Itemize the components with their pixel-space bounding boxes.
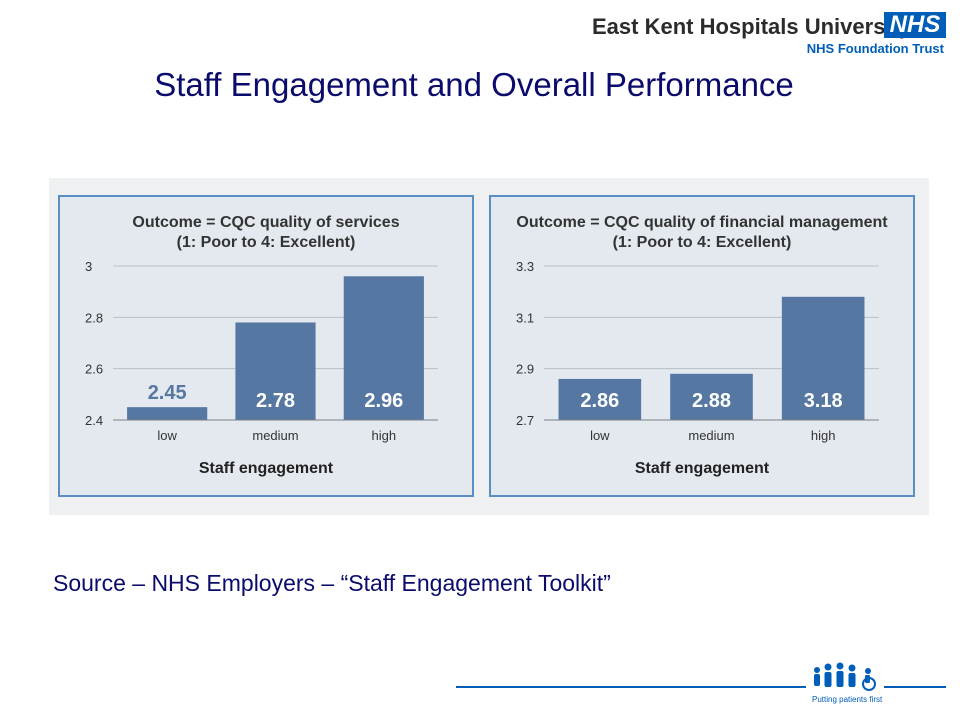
bar-medium — [670, 373, 753, 420]
chart-title: Outcome = CQC quality of financial manag… — [516, 214, 888, 231]
people-group-icon — [814, 662, 876, 691]
bar-high — [781, 296, 865, 420]
y-tick-label: 2.7 — [516, 413, 534, 428]
y-tick-label: 2.9 — [516, 362, 534, 377]
x-axis-title: Staff engagement — [199, 460, 334, 477]
data-label: 3.18 — [804, 390, 843, 412]
y-tick-label: 3.3 — [516, 259, 534, 274]
bar-high — [343, 276, 424, 420]
data-label: 2.96 — [364, 390, 403, 412]
footer-tagline: Putting patients first — [812, 695, 883, 704]
putting-patients-first-logo: Putting patients first — [812, 662, 883, 704]
x-tick-label: medium — [688, 428, 734, 443]
footer-rule-left — [456, 686, 806, 688]
chart-image-frame: Outcome = CQC quality of services (1: Poo… — [49, 178, 929, 515]
x-tick-label: medium — [252, 428, 298, 443]
source-citation: Source – NHS Employers – “Staff Engageme… — [53, 570, 611, 596]
x-tick-label: high — [811, 428, 836, 443]
data-label: 2.88 — [692, 390, 731, 412]
y-tick-label: 2.6 — [85, 362, 103, 377]
nhs-logo-badge: NHS — [884, 12, 946, 38]
bar-medium — [235, 322, 316, 420]
x-tick-label: low — [590, 428, 610, 443]
x-tick-label: low — [157, 428, 177, 443]
bar-low — [127, 407, 208, 420]
x-axis-title: Staff engagement — [635, 460, 770, 477]
org-name: East Kent Hospitals University — [592, 14, 912, 39]
data-label: 2.86 — [580, 390, 619, 412]
slide-title: Staff Engagement and Overall Performance — [154, 66, 794, 103]
chart-panel-financial: Outcome = CQC quality of financial manag… — [489, 195, 915, 497]
y-tick-label: 3.1 — [516, 310, 534, 325]
chart-subtitle: (1: Poor to 4: Excellent) — [177, 234, 356, 251]
data-label: 2.78 — [256, 390, 295, 412]
chart-panel-services: Outcome = CQC quality of services (1: Poo… — [58, 195, 474, 497]
chart-subtitle: (1: Poor to 4: Excellent) — [613, 234, 792, 251]
org-subtitle: NHS Foundation Trust — [806, 41, 944, 56]
chart-title: Outcome = CQC quality of services — [132, 214, 399, 231]
y-tick-label: 2.8 — [85, 310, 103, 325]
bar-low — [558, 378, 642, 420]
data-label: 2.45 — [148, 382, 187, 404]
y-tick-label: 2.4 — [85, 413, 103, 428]
x-tick-label: high — [372, 428, 397, 443]
y-tick-label: 3 — [85, 259, 92, 274]
footer-rule-right — [884, 686, 946, 688]
